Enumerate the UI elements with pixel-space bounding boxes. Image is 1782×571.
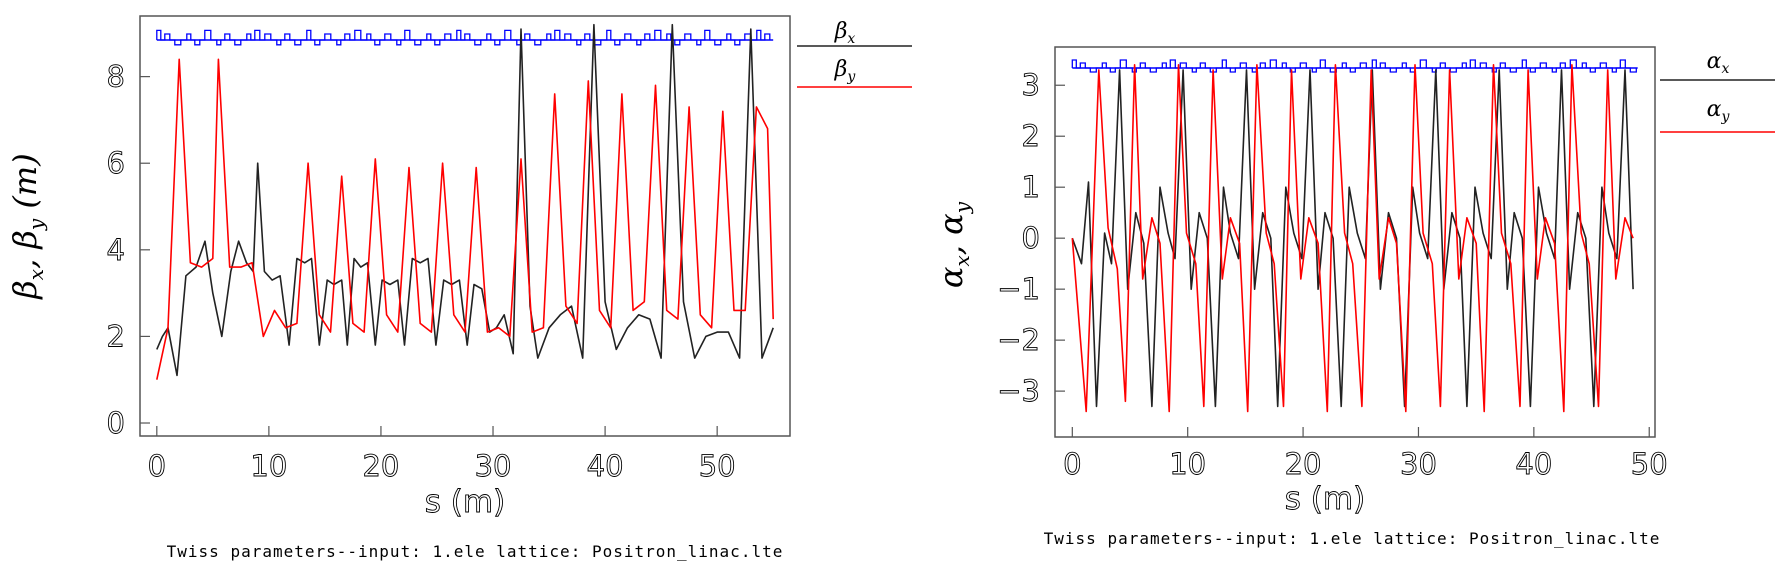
beta-x-axis-label: s (m) (425, 484, 505, 520)
alpha-element-profile (1071, 59, 1638, 73)
beta-x-tick-label: 10 (250, 449, 287, 483)
alpha-x-axis: 0 10 20 30 40 50 (1063, 427, 1668, 481)
beta-y-axis: 0 2 4 6 8 (106, 59, 150, 440)
beta-y-axis-label: βx, βy (m) (6, 153, 48, 299)
alpha-y-tick-label: 1 (1022, 170, 1040, 204)
beta-y-tick-label: 4 (107, 233, 125, 267)
beta-legend-text-x: βx (834, 19, 856, 47)
beta-element-profile (156, 29, 774, 46)
alpha-y-tick-label: 2 (1022, 119, 1040, 153)
beta-caption: Twiss parameters--input: 1.ele lattice: … (167, 542, 784, 561)
beta-series-x-line (156, 23, 774, 377)
alpha-y-tick-label: −3 (997, 374, 1040, 408)
beta-legend-entry-y: βy (797, 57, 912, 88)
alpha-y-tick-label: 0 (1022, 221, 1040, 255)
beta-legend-text-y: βy (834, 57, 857, 85)
beta-x-tick-label: 0 (148, 449, 166, 483)
alpha-series (1071, 64, 1634, 413)
alpha-x-tick-label: 50 (1631, 447, 1668, 481)
alpha-plot-frame (1054, 46, 1656, 438)
beta-y-tick-label: 8 (107, 60, 125, 94)
alpha-y-axis-label: αx, αy (932, 201, 974, 288)
alpha-chart: 0 10 20 30 40 50 −3 −2 −1 0 1 2 3 s (m) αx, αy αx α… (932, 46, 1775, 548)
alpha-x-tick-label: 20 (1285, 447, 1322, 481)
beta-y-tick-label: 2 (107, 319, 125, 353)
alpha-legend-entry-y: αy (1660, 97, 1775, 133)
beta-plot-frame (139, 15, 791, 437)
alpha-legend-entry-x: αx (1660, 49, 1775, 81)
beta-x-tick-label: 50 (699, 449, 736, 483)
alpha-caption: Twiss parameters--input: 1.ele lattice: … (1044, 529, 1661, 548)
alpha-x-axis-label: s (m) (1285, 481, 1365, 517)
alpha-y-axis: −3 −2 −1 0 1 2 3 (997, 68, 1065, 409)
beta-x-axis: 0 10 20 30 40 50 (147, 426, 736, 483)
alpha-y-tick-label: −1 (997, 272, 1040, 306)
beta-x-tick-label: 30 (475, 449, 512, 483)
beta-profile-elements (156, 29, 771, 46)
alpha-y-tick-label: 3 (1022, 68, 1040, 102)
alpha-y-tick-label: −2 (997, 323, 1040, 357)
beta-series-y-line (156, 58, 774, 380)
alpha-series-x-line (1071, 69, 1634, 408)
beta-y-tick-label: 0 (107, 406, 125, 440)
beta-chart: 0 10 20 30 40 50 0 2 4 6 8 s (m) βx, βy (m) βx βy… (6, 15, 912, 561)
beta-y-tick-label: 6 (107, 146, 125, 180)
beta-legend-entry-x: βx (797, 19, 912, 47)
alpha-legend-text-x: αx (1707, 49, 1730, 77)
beta-x-tick-label: 40 (587, 449, 624, 483)
alpha-x-tick-label: 10 (1169, 447, 1206, 481)
alpha-x-tick-label: 40 (1515, 447, 1552, 481)
beta-series (156, 23, 774, 380)
beta-legend: βx βy (797, 19, 912, 88)
alpha-x-tick-label: 0 (1063, 447, 1081, 481)
alpha-series-y-line (1071, 64, 1634, 413)
alpha-profile-elements (1071, 59, 1637, 73)
alpha-x-tick-label: 30 (1400, 447, 1437, 481)
alpha-legend: αx αy (1660, 49, 1775, 133)
beta-x-tick-label: 20 (362, 449, 399, 483)
alpha-legend-text-y: αy (1707, 97, 1731, 125)
